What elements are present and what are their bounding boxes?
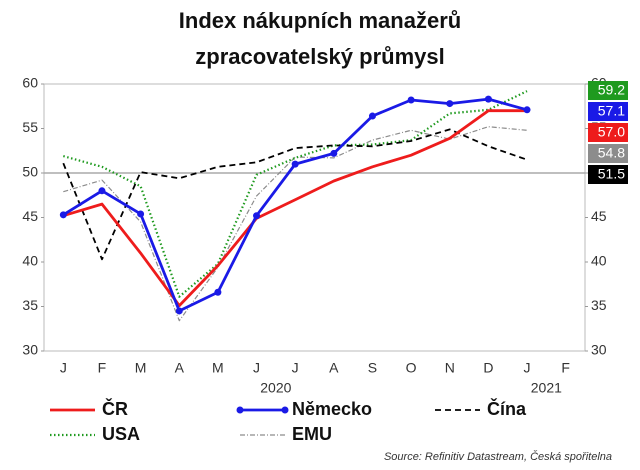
x-tick-label: F	[98, 360, 107, 376]
y-tick-label: 40	[22, 253, 38, 269]
series-marker	[330, 149, 338, 157]
legend-label: Německo	[292, 399, 372, 419]
legend-label: Čína	[487, 398, 527, 419]
series-marker	[368, 112, 376, 120]
x-tick-label: J	[253, 360, 260, 376]
source: Source: Refinitiv Datastream, Česká spoř…	[384, 450, 612, 463]
x-tick-label: M	[212, 360, 224, 376]
end-label: 57.1	[598, 103, 625, 119]
y2-tick-label: 35	[591, 297, 607, 313]
series-line	[62, 109, 527, 307]
series-marker	[59, 211, 67, 219]
end-label: 57.0	[598, 124, 625, 140]
end-label-box	[588, 81, 628, 100]
legend-label: EMU	[292, 424, 332, 444]
legend-label: USA	[102, 424, 140, 444]
x-tick-label: A	[175, 360, 185, 376]
series-line	[62, 128, 528, 261]
y-tick-label: 45	[22, 208, 38, 224]
chart-title: Index nákupních manažerů	[179, 8, 461, 33]
series-marker	[291, 160, 299, 168]
end-label: 54.8	[598, 145, 625, 161]
end-label: 59.2	[598, 82, 625, 98]
y2-tick-label: 30	[591, 342, 607, 358]
series-line	[63, 126, 528, 322]
x-tick-label: O	[406, 360, 417, 376]
x-year-label: 2021	[531, 380, 562, 396]
y2-tick-label: 40	[591, 253, 607, 269]
legend-marker	[236, 406, 244, 414]
series-marker	[98, 187, 106, 195]
series-marker	[446, 100, 454, 108]
legend-marker	[281, 406, 289, 414]
y-tick-label: 60	[22, 75, 38, 91]
series-marker	[523, 106, 531, 114]
series-marker	[253, 212, 261, 220]
y-tick-label: 55	[22, 119, 38, 135]
x-tick-label: J	[60, 360, 67, 376]
y2-tick-label: 45	[591, 208, 607, 224]
chart-subtitle: zpracovatelský průmysl	[195, 44, 444, 69]
x-tick-label: S	[368, 360, 377, 376]
x-tick-label: J	[524, 360, 531, 376]
series-marker	[137, 210, 145, 218]
series-marker	[175, 307, 183, 315]
end-label-box	[588, 144, 628, 163]
x-tick-label: A	[329, 360, 339, 376]
series-marker	[484, 95, 492, 103]
end-label: 51.5	[598, 166, 625, 182]
x-tick-label: M	[135, 360, 147, 376]
x-tick-label: N	[445, 360, 455, 376]
end-label-box	[588, 165, 628, 184]
x-tick-label: F	[561, 360, 570, 376]
legend-label: ČR	[102, 398, 128, 419]
end-label-box	[588, 123, 628, 142]
x-tick-label: J	[292, 360, 299, 376]
x-tick-label: D	[483, 360, 493, 376]
y-tick-label: 30	[22, 342, 38, 358]
series-marker	[214, 288, 222, 296]
y-tick-label: 35	[22, 297, 38, 313]
end-label-box	[588, 102, 628, 121]
x-year-label: 2020	[260, 380, 291, 396]
series-marker	[407, 96, 415, 104]
y-tick-label: 50	[22, 164, 38, 180]
